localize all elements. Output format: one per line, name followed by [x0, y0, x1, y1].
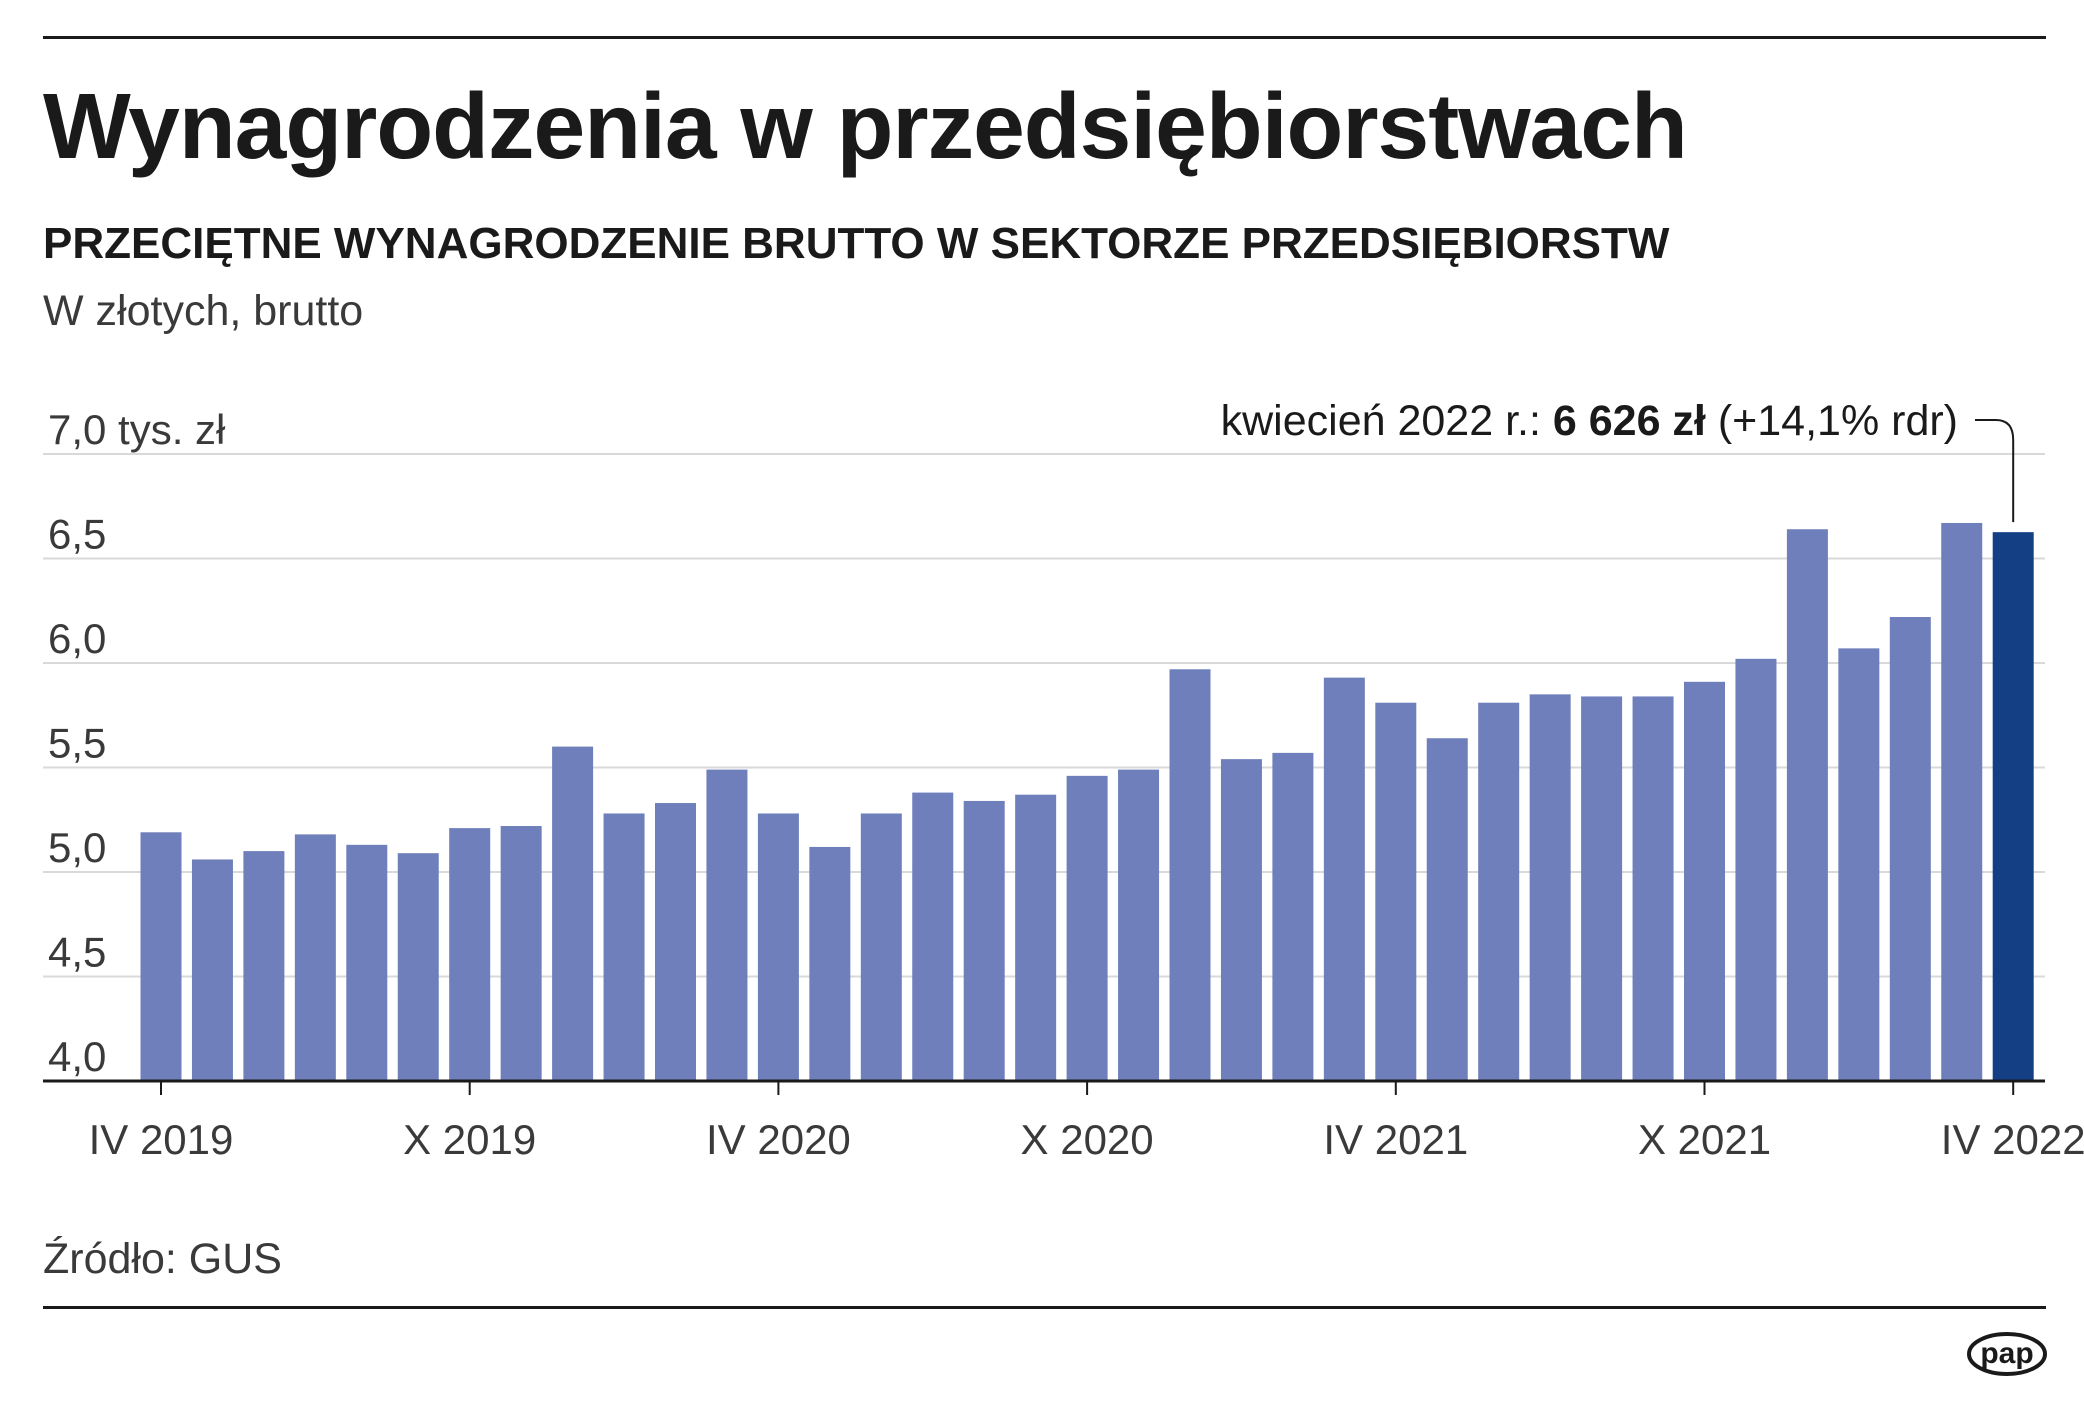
- bar: [1066, 775, 1108, 1081]
- logo-text: pap: [1980, 1337, 2033, 1370]
- bottom-rule: [43, 1306, 2046, 1309]
- bar: [140, 832, 182, 1081]
- bar: [1323, 677, 1365, 1081]
- bar: [346, 844, 388, 1081]
- annotation-value: 6 626 zł: [1553, 397, 1706, 445]
- bar: [1375, 702, 1417, 1081]
- bar: [1889, 617, 1931, 1081]
- x-tick-label: IV 2022: [1941, 1116, 2084, 1163]
- annotation-label: kwiecień 2022 r.: 6 626 zł (+14,1% rdr): [1221, 397, 1958, 445]
- y-tick-label: 4,5: [48, 929, 106, 976]
- bar: [1529, 694, 1571, 1081]
- bar: [397, 853, 439, 1081]
- y-tick-label: 6,5: [48, 511, 106, 558]
- y-tick-label: 5,0: [48, 824, 106, 871]
- y-tick-label: 7,0 tys. zł: [48, 406, 226, 453]
- highlight-annotation: kwiecień 2022 r.: 6 626 zł (+14,1% rdr): [1221, 397, 2015, 523]
- x-tick-label: IV 2019: [89, 1116, 234, 1163]
- y-tick-label: 4,0: [48, 1033, 106, 1080]
- x-tick-label: IV 2021: [1323, 1116, 1468, 1163]
- x-tick-label: IV 2020: [706, 1116, 851, 1163]
- bar: [1478, 702, 1520, 1081]
- bar: [1581, 696, 1623, 1081]
- bar: [860, 813, 902, 1081]
- bar: [1272, 752, 1314, 1081]
- bar: [1220, 759, 1262, 1081]
- chart-subtitle: PRZECIĘTNE WYNAGRODZENIE BRUTTO W SEKTOR…: [43, 219, 1670, 268]
- unit-note: W złotych, brutto: [43, 287, 364, 335]
- bar-chart: 4,0 4,5 5,0 5,5 6,0 6,5 7,0 tys. zł IV 2019 X 2…: [43, 397, 2084, 1163]
- x-tick-label: X 2021: [1638, 1116, 1771, 1163]
- bar: [500, 826, 542, 1081]
- annotation-leader-line: [1975, 419, 2015, 523]
- bar: [1684, 681, 1725, 1081]
- bar: [191, 859, 233, 1081]
- bar: [809, 846, 851, 1081]
- bar: [1118, 769, 1160, 1081]
- bar: [552, 746, 594, 1081]
- annotation-suffix: (+14,1% rdr): [1706, 397, 1958, 445]
- y-tick-label: 6,0: [48, 615, 106, 662]
- y-tick-label: 5,5: [48, 720, 106, 767]
- bar-highlight: [1992, 532, 2034, 1081]
- bar: [1786, 529, 1828, 1081]
- bar: [706, 769, 748, 1081]
- bar: [757, 813, 799, 1081]
- source-note: Źródło: GUS: [43, 1235, 282, 1283]
- bar: [1941, 522, 1983, 1081]
- bars: [140, 522, 2034, 1081]
- bar: [912, 792, 954, 1081]
- bar: [1735, 658, 1777, 1081]
- bar: [1838, 648, 1880, 1081]
- bar: [243, 851, 285, 1081]
- chart-title: Wynagrodzenia w przedsiębiorstwach: [43, 74, 1688, 178]
- x-tick-label: X 2019: [403, 1116, 536, 1163]
- bar: [603, 813, 645, 1081]
- annotation-prefix: kwiecień 2022 r.:: [1221, 397, 1553, 445]
- top-rule: [43, 36, 2046, 39]
- y-axis-labels: 4,0 4,5 5,0 5,5 6,0 6,5 7,0 tys. zł: [48, 406, 226, 1080]
- bar: [1015, 794, 1057, 1081]
- bar: [294, 834, 336, 1081]
- bar: [449, 828, 491, 1081]
- x-tick-label: X 2020: [1021, 1116, 1154, 1163]
- bar: [1169, 669, 1211, 1081]
- x-axis-ticks: IV 2019 X 2019 IV 2020 X 2020 IV 2021 X 2021 I…: [89, 1081, 2084, 1163]
- pap-logo: pap: [1967, 1332, 2047, 1376]
- bar: [655, 803, 696, 1081]
- bar: [1632, 696, 1674, 1081]
- bar: [963, 800, 1005, 1081]
- bar: [1426, 738, 1468, 1081]
